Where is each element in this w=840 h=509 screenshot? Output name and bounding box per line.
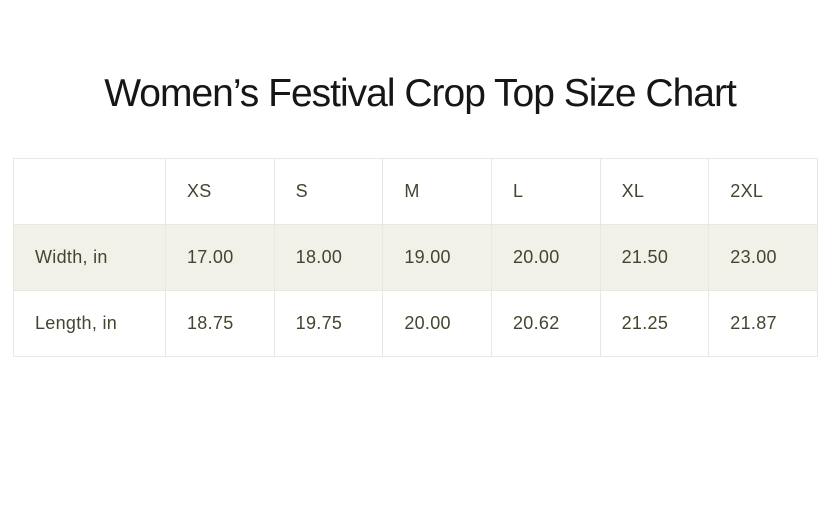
size-chart-table: XS S M L XL 2XL Width, in 17.00 18.00 19… [13, 157, 818, 357]
length-value-l: 20.62 [490, 289, 601, 357]
col-header-s: S [273, 157, 384, 225]
width-value-s: 18.00 [273, 223, 384, 291]
corner-cell [13, 157, 166, 225]
col-header-2xl: 2XL [708, 157, 818, 225]
length-value-xs: 18.75 [165, 289, 275, 357]
page-title: Women’s Festival Crop Top Size Chart [104, 72, 737, 115]
col-header-m: M [382, 157, 492, 225]
table-row-width: Width, in 17.00 18.00 19.00 20.00 21.50 … [13, 223, 818, 291]
size-chart-header-row: XS S M L XL 2XL [13, 157, 818, 225]
width-value-l: 20.00 [490, 223, 601, 291]
col-header-l: L [490, 157, 601, 225]
length-value-s: 19.75 [273, 289, 384, 357]
width-value-m: 19.00 [382, 223, 492, 291]
width-value-xl: 21.50 [599, 223, 710, 291]
row-label-length: Length, in [13, 289, 166, 357]
row-label-width: Width, in [13, 223, 166, 291]
width-value-xs: 17.00 [165, 223, 275, 291]
length-value-2xl: 21.87 [708, 289, 818, 357]
length-value-m: 20.00 [382, 289, 492, 357]
col-header-xs: XS [165, 157, 275, 225]
table-row-length: Length, in 18.75 19.75 20.00 20.62 21.25… [13, 289, 818, 357]
col-header-xl: XL [599, 157, 710, 225]
length-value-xl: 21.25 [599, 289, 710, 357]
width-value-2xl: 23.00 [708, 223, 818, 291]
